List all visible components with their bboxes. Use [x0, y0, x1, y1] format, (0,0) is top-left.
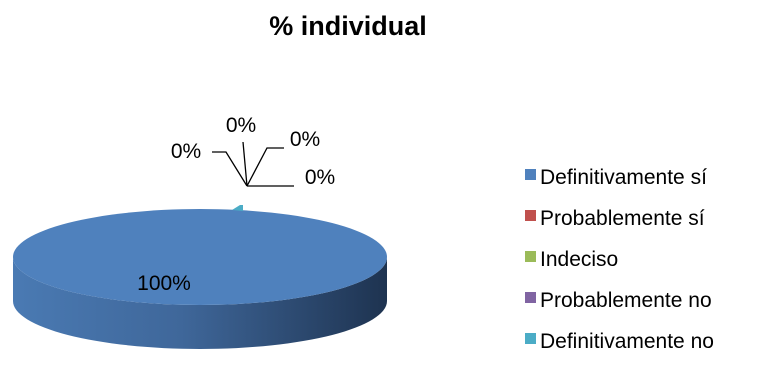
- leader-line-3: [246, 147, 284, 187]
- chart-title: % individual: [269, 11, 427, 41]
- pie-slice-side: [13, 257, 387, 349]
- legend-label-3: Probablemente no: [540, 289, 712, 312]
- legend-swatch-2: [525, 251, 536, 262]
- pie-slice-sliver: [232, 205, 243, 211]
- legend-label-1: Probablemente sí: [540, 207, 705, 230]
- data-label-1: 0%: [171, 140, 201, 163]
- pie-group: [13, 205, 387, 349]
- legend-label-0: Definitivamente sí: [540, 166, 707, 189]
- legend-swatch-1: [525, 210, 536, 221]
- data-label-main: 100%: [137, 272, 191, 295]
- leader-line-1: [212, 151, 248, 187]
- leader-line-2: [242, 141, 248, 187]
- data-label-2: 0%: [226, 114, 256, 137]
- legend-swatch-4: [525, 333, 536, 344]
- legend-swatch-0: [525, 169, 536, 180]
- data-label-group: 100% 0% 0% 0% 0%: [137, 114, 335, 295]
- legend-label-2: Indeciso: [540, 248, 618, 271]
- data-label-3: 0%: [290, 128, 320, 151]
- legend: Definitivamente sí Probablemente sí Indeci…: [525, 166, 714, 353]
- data-label-4: 0%: [305, 166, 335, 189]
- legend-label-4: Definitivamente no: [540, 330, 714, 353]
- legend-swatch-3: [525, 292, 536, 303]
- pie-slice-0: [13, 209, 387, 305]
